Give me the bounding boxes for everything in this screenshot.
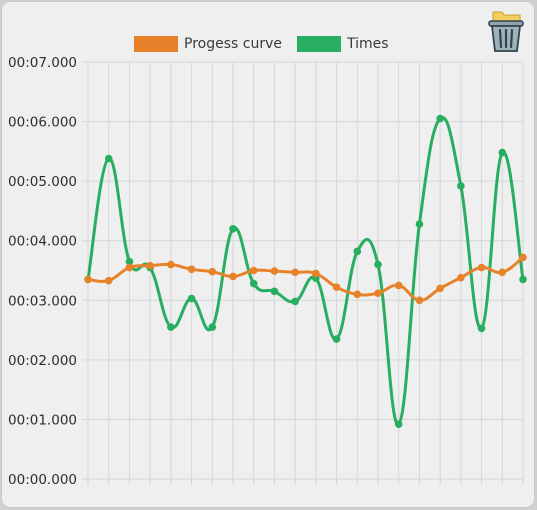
data-point-progress[interactable] [291, 268, 299, 277]
data-point-times[interactable] [187, 294, 196, 303]
data-point-progress[interactable] [208, 267, 217, 276]
data-point-progress[interactable] [84, 275, 92, 284]
series-line-times [86, 115, 525, 426]
series-times [84, 114, 527, 428]
data-point-progress[interactable] [104, 276, 113, 285]
series-line-progress [86, 255, 525, 302]
data-point-times[interactable] [477, 324, 486, 333]
data-point-progress[interactable] [312, 269, 320, 278]
data-point-progress[interactable] [146, 261, 154, 270]
data-point-progress[interactable] [187, 265, 196, 274]
data-point-progress[interactable] [270, 267, 279, 275]
chart-series [84, 114, 527, 428]
data-point-times[interactable] [498, 148, 507, 157]
series-progress [84, 253, 527, 305]
y-tick-label: 00:06.000 [8, 115, 77, 131]
data-point-progress[interactable] [457, 273, 465, 282]
data-point-progress[interactable] [332, 283, 341, 291]
y-tick-label: 00:01.000 [8, 412, 77, 428]
y-tick-label: 00:07.000 [8, 55, 77, 71]
data-point-progress[interactable] [477, 263, 486, 272]
data-point-times[interactable] [270, 287, 279, 296]
data-point-times[interactable] [436, 114, 444, 123]
data-point-progress[interactable] [353, 290, 362, 299]
data-point-progress[interactable] [394, 281, 403, 290]
chart-legend: Progess curve Times [0, 34, 537, 54]
data-point-times[interactable] [394, 420, 403, 428]
data-point-times[interactable] [353, 247, 362, 256]
legend-swatch-progress [134, 36, 178, 52]
y-tick-label: 00:02.000 [8, 353, 77, 369]
data-point-times[interactable] [104, 154, 113, 163]
data-point-progress[interactable] [519, 253, 527, 262]
data-point-times[interactable] [208, 323, 217, 331]
y-tick-label: 00:03.000 [8, 293, 77, 309]
y-tick-label: 00:00.000 [8, 472, 77, 488]
data-point-times[interactable] [374, 260, 382, 269]
data-point-times[interactable] [229, 225, 237, 233]
data-point-progress[interactable] [229, 272, 237, 281]
legend-label-progress: Progess curve [184, 36, 282, 52]
data-point-progress[interactable] [415, 296, 424, 305]
trash-can-with-folder-icon[interactable] [486, 9, 526, 55]
legend-swatch-times [297, 36, 341, 52]
data-point-progress[interactable] [125, 263, 134, 272]
data-point-progress[interactable] [167, 260, 175, 269]
y-axis-ticks: 00:00.000 00:01.000 00:02.000 00:03.000 00:0… [8, 55, 77, 488]
data-point-times[interactable] [291, 297, 299, 306]
data-point-times[interactable] [332, 335, 341, 343]
data-point-times[interactable] [519, 275, 527, 284]
y-tick-label: 00:05.000 [8, 174, 77, 190]
data-point-progress[interactable] [498, 268, 507, 277]
data-point-progress[interactable] [436, 284, 444, 293]
data-point-times[interactable] [457, 182, 465, 190]
y-tick-label: 00:04.000 [8, 234, 77, 250]
data-point-times[interactable] [125, 257, 134, 266]
data-point-times[interactable] [415, 220, 424, 228]
legend-label-times: Times [347, 36, 389, 52]
data-point-progress[interactable] [374, 289, 382, 297]
data-point-progress[interactable] [249, 266, 258, 275]
data-point-times[interactable] [167, 323, 175, 331]
data-point-times[interactable] [249, 279, 258, 288]
